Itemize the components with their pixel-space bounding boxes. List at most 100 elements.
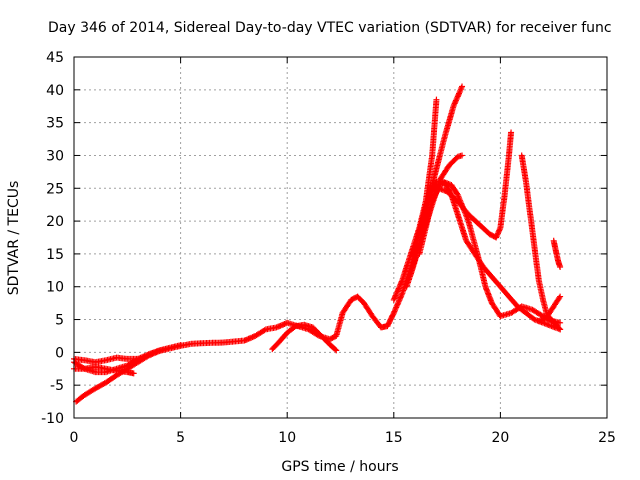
point-trace-10-7 (471, 250, 486, 269)
point-trace-5-0 (269, 340, 281, 353)
point-trace-1-27 (361, 300, 375, 318)
point-trace-13-1 (540, 314, 550, 323)
point-trace-9-12 (505, 131, 514, 159)
point-trace-1-2 (92, 380, 108, 392)
point-trace-9-5 (454, 198, 471, 217)
point-trace-11-8 (552, 321, 562, 332)
chart-title: Day 346 of 2014, Sidereal Day-to-day VTE… (48, 20, 612, 36)
point-trace-2-end (177, 342, 184, 349)
y-tick-label-10: 40 (46, 83, 64, 99)
point-trace-11-7 (548, 316, 558, 327)
point-trace-11-1 (523, 178, 533, 216)
point-trace-9-10 (497, 193, 508, 231)
series-trace-11 (518, 152, 564, 333)
point-trace-11-2 (527, 211, 538, 249)
plot-frame (73, 56, 608, 419)
point-trace-6-5 (429, 98, 440, 159)
point-trace-7-3 (424, 167, 440, 205)
y-tick-label-1: -5 (50, 378, 64, 394)
point-trace-1-31 (390, 291, 405, 316)
x-tick-label-2: 10 (278, 430, 296, 446)
point-trace-9-0 (416, 226, 429, 257)
series-trace-12 (550, 237, 564, 271)
point-trace-10-5 (454, 211, 469, 243)
point-trace-5-6 (318, 333, 332, 347)
y-tick-label-2: 0 (55, 345, 64, 361)
point-trace-1-23 (333, 311, 346, 339)
tick-labels: 0 5 10 15 20 25 -10 -5 0 5 10 15 20 25 30 35 40 45 (41, 50, 616, 446)
point-trace-1-13 (220, 337, 246, 346)
point-trace-1-24 (339, 298, 354, 316)
point-trace-7-4 (433, 134, 448, 172)
point-trace-1-26 (354, 293, 366, 305)
point-trace-9-8 (486, 231, 498, 240)
point-trace-5-7 (326, 341, 339, 353)
x-tick-label-0: 0 (70, 430, 79, 446)
series-trace-6 (390, 96, 440, 303)
point-trace-1-44 (488, 300, 503, 318)
y-tick-label-11: 45 (46, 50, 64, 66)
point-trace-1-39 (448, 182, 460, 197)
point-trace-1-3 (103, 373, 119, 386)
series-trace-10 (422, 180, 564, 333)
point-trace-9-6 (465, 211, 481, 227)
point-trace-13-2 (544, 308, 554, 320)
point-trace-7-end (459, 83, 466, 90)
point-trace-1-28 (369, 313, 384, 330)
point-trace-8-3 (437, 163, 452, 182)
y-tick-label-9: 35 (46, 116, 64, 132)
point-trace-5-5 (309, 324, 324, 338)
point-trace-7-6 (450, 84, 465, 110)
x-tick-label-5: 25 (598, 430, 616, 446)
point-trace-1-end (557, 319, 564, 326)
x-tick-label-1: 5 (176, 430, 185, 446)
x-axis-label: GPS time / hours (281, 459, 398, 475)
point-trace-1-30 (384, 311, 397, 330)
point-trace-1-5 (124, 360, 140, 372)
point-trace-1-0 (73, 393, 87, 405)
point-trace-5-end (333, 347, 340, 354)
y-axis-label: SDTVAR / TECUs (6, 181, 22, 296)
point-trace-13-0 (535, 317, 545, 324)
point-trace-10-6 (463, 237, 477, 256)
y-tick-label-7: 25 (46, 181, 64, 197)
point-trace-11-0 (518, 152, 529, 184)
y-tick-label-8: 30 (46, 148, 64, 164)
data-points (71, 83, 564, 405)
y-tick-label-4: 10 (46, 280, 64, 296)
point-trace-10-1 (429, 183, 441, 205)
point-trace-8-5 (454, 152, 464, 160)
series-trace-5 (269, 321, 340, 354)
x-tick-label-4: 20 (491, 430, 509, 446)
point-trace-11-3 (531, 244, 542, 282)
y-tick-label-5: 15 (46, 247, 64, 263)
point-trace-10-12 (514, 303, 528, 315)
point-trace-1-1 (81, 386, 97, 398)
point-trace-5-2 (284, 324, 298, 336)
point-trace-7-5 (442, 104, 457, 139)
point-trace-4-end (134, 355, 141, 362)
point-trace-3-end (130, 370, 137, 377)
point-trace-1-15 (252, 327, 268, 339)
point-trace-10-13 (523, 310, 537, 322)
point-trace-9-7 (476, 221, 492, 237)
series-trace-4 (71, 354, 141, 366)
y-tick-label-0: -10 (41, 411, 64, 427)
y-tick-label-6: 20 (46, 214, 64, 230)
point-trace-10-9 (488, 273, 503, 289)
point-trace-1-48 (529, 306, 545, 319)
point-trace-10-4 (448, 191, 461, 216)
point-trace-13-3 (548, 301, 558, 313)
series-trace-3 (71, 363, 137, 377)
series-trace-13 (535, 293, 564, 324)
point-trace-10-11 (505, 293, 520, 309)
point-trace-10-8 (480, 264, 494, 279)
point-trace-1-43 (482, 283, 495, 305)
point-trace-11-end (557, 326, 564, 333)
point-trace-8-4 (446, 154, 460, 169)
point-trace-6-end (433, 96, 440, 103)
point-trace-10-3 (442, 180, 454, 197)
point-trace-10-0 (422, 199, 435, 225)
